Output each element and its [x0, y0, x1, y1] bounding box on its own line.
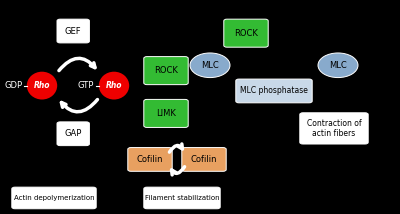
Text: Actin depolymerization: Actin depolymerization	[14, 195, 94, 201]
Text: Filament stabilization: Filament stabilization	[145, 195, 219, 201]
FancyBboxPatch shape	[128, 148, 172, 171]
Text: GTP: GTP	[78, 81, 94, 90]
Text: GEF: GEF	[65, 27, 82, 36]
Text: ROCK: ROCK	[234, 29, 258, 38]
FancyBboxPatch shape	[12, 187, 96, 209]
Text: LIMK: LIMK	[156, 109, 176, 118]
Ellipse shape	[318, 53, 358, 78]
Text: Contraction of
actin fibers: Contraction of actin fibers	[307, 119, 361, 138]
Ellipse shape	[27, 72, 57, 100]
Text: GDP: GDP	[4, 81, 23, 90]
Text: ROCK: ROCK	[154, 66, 178, 75]
Text: Cofilin: Cofilin	[191, 155, 217, 164]
FancyBboxPatch shape	[182, 148, 226, 171]
Text: MLC: MLC	[329, 61, 347, 70]
FancyBboxPatch shape	[144, 99, 188, 128]
Text: Rho: Rho	[34, 81, 50, 90]
FancyBboxPatch shape	[224, 19, 268, 47]
Ellipse shape	[99, 72, 129, 100]
FancyBboxPatch shape	[144, 56, 188, 85]
FancyBboxPatch shape	[300, 113, 368, 144]
Text: MLC phosphatase: MLC phosphatase	[240, 86, 308, 95]
Text: MLC: MLC	[201, 61, 219, 70]
Text: GAP: GAP	[64, 129, 82, 138]
Ellipse shape	[190, 53, 230, 78]
Text: Rho: Rho	[106, 81, 122, 90]
FancyBboxPatch shape	[57, 19, 89, 43]
Text: Cofilin: Cofilin	[137, 155, 163, 164]
FancyBboxPatch shape	[57, 122, 89, 146]
FancyBboxPatch shape	[236, 79, 312, 103]
FancyBboxPatch shape	[144, 187, 220, 209]
